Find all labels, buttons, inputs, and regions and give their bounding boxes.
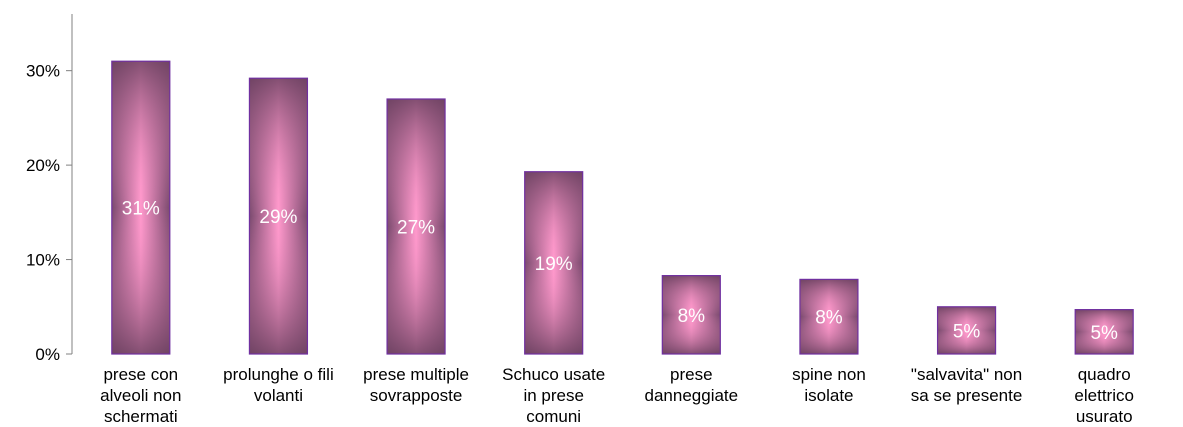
category-label: "salvavita" non sa se presente: [911, 365, 1023, 405]
bar: [111, 60, 171, 355]
data-label: 29%: [259, 207, 297, 228]
category-label-line: prese: [670, 365, 713, 384]
category-label-line: isolate: [804, 386, 853, 405]
category-label-line: prolunghe o fili: [223, 365, 334, 384]
data-label: 19%: [535, 254, 573, 275]
bar-shade: [936, 306, 997, 355]
bar: [386, 98, 446, 355]
bar-shade: [661, 275, 721, 355]
axes: 0% 10% 20% 30%: [26, 14, 73, 364]
bar-shade: [248, 77, 309, 355]
data-label: 5%: [953, 321, 981, 342]
bar: [799, 278, 859, 355]
category-label: Schuco usate in prese comuni: [502, 365, 605, 426]
data-label: 8%: [678, 306, 706, 327]
category-label-line: elettrico: [1074, 386, 1134, 405]
bar-shade: [799, 278, 859, 355]
category-label-line: usurato: [1076, 407, 1133, 426]
category-label-line: prese multiple: [363, 365, 469, 384]
y-tick-label: 30%: [26, 62, 60, 81]
data-label: 31%: [122, 199, 160, 220]
category-label-line: prese con: [103, 365, 178, 384]
category-label: prese danneggiate: [645, 365, 739, 405]
category-label-line: quadro: [1078, 365, 1131, 384]
category-label-line: sa se presente: [911, 386, 1023, 405]
category-label-line: danneggiate: [645, 386, 739, 405]
data-label: 8%: [815, 308, 843, 329]
category-label: spine non isolate: [792, 365, 866, 405]
bar: [248, 77, 309, 355]
category-label-line: spine non: [792, 365, 866, 384]
category-label-line: comuni: [526, 407, 581, 426]
bar: [1074, 309, 1134, 355]
bars-group: [111, 60, 1134, 355]
category-label: prolunghe o fili volanti: [223, 365, 334, 405]
category-label: prese con alveoli non schermati: [100, 365, 181, 426]
labels-group: 31% prese con alveoli non schermati 29% prolu…: [100, 199, 1134, 426]
y-tick-label: 10%: [26, 251, 60, 270]
bar: [661, 275, 721, 355]
bar: [936, 306, 997, 355]
category-label-line: in prese: [523, 386, 583, 405]
category-label: quadro elettrico usurato: [1074, 365, 1134, 426]
category-label-line: "salvavita" non: [911, 365, 1022, 384]
category-label: prese multiple sovrapposte: [363, 365, 469, 405]
category-label-line: sovrapposte: [370, 386, 463, 405]
bar-shade: [386, 98, 446, 355]
category-label-line: volanti: [254, 386, 303, 405]
bar-shade: [111, 60, 171, 355]
category-label-line: Schuco usate: [502, 365, 605, 384]
bar: [524, 171, 584, 355]
data-label: 5%: [1090, 323, 1118, 344]
data-label: 27%: [397, 218, 435, 239]
y-tick-label: 0%: [35, 345, 60, 364]
y-tick-label: 20%: [26, 156, 60, 175]
category-label-line: schermati: [104, 407, 178, 426]
category-label-line: alveoli non: [100, 386, 181, 405]
bar-shade: [524, 171, 584, 355]
bar-shade: [1074, 309, 1134, 355]
